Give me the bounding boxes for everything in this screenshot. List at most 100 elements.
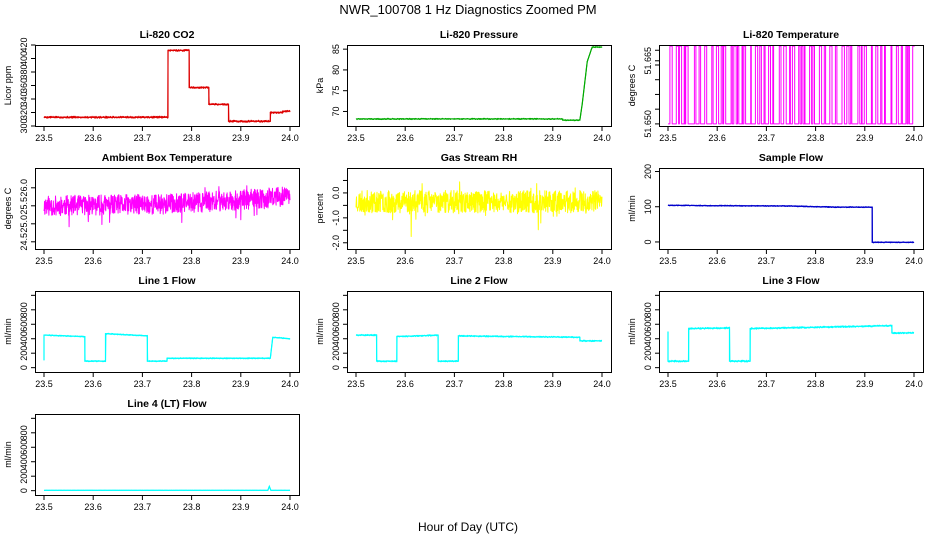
x-tick-label: 23.9 [856,133,874,143]
plot-box [659,45,924,127]
y-axis-label: kPa [315,78,325,94]
y-tick-label: 360 [19,78,29,93]
y-tick-label: 200 [19,346,29,361]
x-tick-label: 23.8 [183,133,201,143]
x-tick-label: 23.7 [758,379,776,389]
x-tick-label: 23.6 [708,379,726,389]
x-tick-label: 23.5 [35,379,53,389]
panel-title: Gas Stream RH [441,152,517,164]
y-tick-label: 600 [643,317,653,332]
chart-panel: Line 1 Flow ml/min 23.5 23.6 23.7 23.8 23.9 24.… [3,275,300,389]
x-tick-label: 23.9 [856,379,874,389]
panel-title: Li-820 Temperature [743,29,839,41]
figure-xlabel: Hour of Day (UTC) [418,520,518,534]
series-line [355,181,603,237]
y-axis-label: Licor ppm [3,66,13,106]
x-tick-label: 23.6 [396,256,414,266]
y-axis-label: ml/min [627,195,637,222]
x-tick-label: 23.5 [35,256,53,266]
plot-box [347,168,612,250]
series-group [668,45,915,125]
x-tick-label: 23.9 [544,256,562,266]
x-tick-label: 24.0 [281,133,299,143]
y-tick-label: 26.0 [19,179,29,197]
x-tick-label: 23.6 [84,379,102,389]
x-tick-label: 23.8 [807,256,825,266]
panel-title: Sample Flow [759,152,824,164]
series-line [43,185,291,228]
chart-panel: Li-820 Pressure kPa 23.5 23.6 23.7 23.8 23.9 24… [315,29,612,143]
x-tick-label: 24.0 [905,379,923,389]
y-axis-label: degrees C [627,64,637,106]
x-tick-label: 23.5 [659,133,677,143]
x-tick-label: 23.6 [396,379,414,389]
chart-panel: Line 4 (LT) Flow ml/min 23.5 23.6 23.7 23.8 23… [3,398,300,512]
x-tick-label: 23.9 [544,379,562,389]
series-line [43,48,291,123]
y-axis-label: ml/min [3,441,13,468]
panel-title: Ambient Box Temperature [102,152,233,164]
y-tick-label: 400 [19,331,29,346]
chart-panel: Line 3 Flow ml/min 23.5 23.6 23.7 23.8 23.9 24.… [627,275,924,389]
series-group [667,324,915,363]
x-tick-label: 23.8 [183,256,201,266]
series-step-line [44,484,290,491]
y-tick-label: 25.5 [19,197,29,215]
x-tick-label: 23.7 [446,379,464,389]
x-tick-label: 23.6 [84,133,102,143]
plot-box [35,168,300,250]
y-tick-label: 300 [19,118,29,133]
y-tick-label: 320 [19,105,29,120]
y-tick-label: 0.0 [331,187,341,200]
plot-box [35,414,300,496]
series-group [355,333,603,363]
panel-title: Line 3 Flow [762,275,820,287]
x-tick-label: 23.6 [708,256,726,266]
plot-box [659,291,924,373]
x-tick-label: 23.5 [35,502,53,512]
series-group [355,46,603,122]
x-tick-label: 24.0 [593,133,611,143]
panel-title: Li-820 Pressure [440,29,518,41]
x-tick-label: 24.0 [281,502,299,512]
y-tick-label: 70 [331,106,341,116]
figure-title: NWR_100708 1 Hz Diagnostics Zoomed PM [339,2,596,17]
x-tick-label: 23.9 [232,379,250,389]
series-line [355,46,603,122]
series-line [667,324,915,363]
y-tick-label: -2.0 [331,235,341,251]
x-tick-label: 23.5 [659,379,677,389]
y-tick-label: 200 [19,469,29,484]
y-tick-label: 340 [19,91,29,106]
series-line [667,204,915,244]
y-tick-label: 200 [643,346,653,361]
panel-title: Line 4 (LT) Flow [127,398,207,410]
y-tick-label: 800 [331,302,341,317]
y-tick-label: 85 [331,44,341,54]
chart-panel: Li-820 CO2 Licor ppm 23.5 23.6 23.7 23.8 23.9 2… [3,29,300,143]
x-tick-label: 23.9 [232,133,250,143]
y-axis-label: ml/min [315,318,325,345]
x-tick-label: 23.8 [495,256,513,266]
x-tick-label: 24.0 [281,379,299,389]
y-tick-label: -1.0 [331,210,341,226]
x-tick-label: 23.5 [347,133,365,143]
y-tick-label: 400 [331,331,341,346]
x-tick-label: 23.7 [134,133,152,143]
y-tick-label: 0 [643,239,653,244]
panel-grid: Li-820 CO2 Licor ppm 23.5 23.6 23.7 23.8 23.9 2… [3,29,924,512]
x-tick-label: 23.7 [758,256,776,266]
y-axis-label: degrees C [3,187,13,229]
y-tick-label: 600 [331,317,341,332]
chart-panel: Sample Flow ml/min 23.5 23.6 23.7 23.8 23.9 24.… [627,152,924,266]
x-tick-label: 23.8 [495,133,513,143]
y-tick-label: 51.665 [643,47,653,75]
x-tick-label: 23.8 [183,502,201,512]
y-tick-label: 800 [643,302,653,317]
series-line [668,45,915,125]
x-tick-label: 23.6 [396,133,414,143]
y-tick-label: 0 [331,365,341,370]
x-tick-label: 23.6 [708,133,726,143]
y-tick-label: 0 [19,488,29,493]
